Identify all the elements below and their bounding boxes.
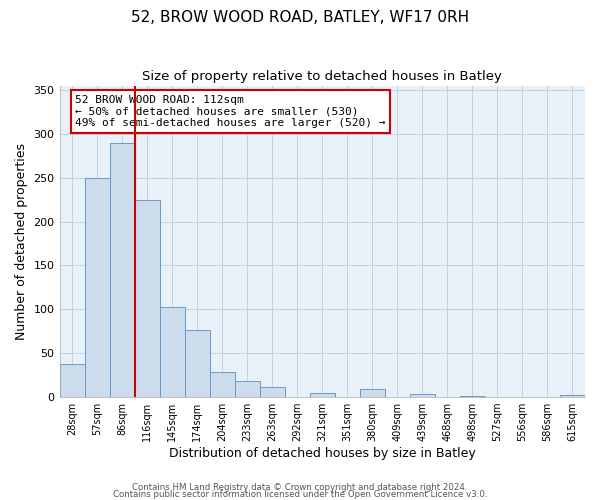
Text: 52 BROW WOOD ROAD: 112sqm
← 50% of detached houses are smaller (530)
49% of semi: 52 BROW WOOD ROAD: 112sqm ← 50% of detac… xyxy=(76,95,386,128)
Text: Contains HM Land Registry data © Crown copyright and database right 2024.: Contains HM Land Registry data © Crown c… xyxy=(132,484,468,492)
Text: Contains public sector information licensed under the Open Government Licence v3: Contains public sector information licen… xyxy=(113,490,487,499)
X-axis label: Distribution of detached houses by size in Batley: Distribution of detached houses by size … xyxy=(169,447,476,460)
Bar xyxy=(235,382,260,397)
Bar xyxy=(160,306,185,397)
Bar xyxy=(560,396,585,397)
Text: 52, BROW WOOD ROAD, BATLEY, WF17 0RH: 52, BROW WOOD ROAD, BATLEY, WF17 0RH xyxy=(131,10,469,25)
Bar xyxy=(110,142,134,397)
Bar xyxy=(310,392,335,397)
Bar xyxy=(410,394,435,397)
Bar xyxy=(85,178,110,397)
Bar xyxy=(360,389,385,397)
Y-axis label: Number of detached properties: Number of detached properties xyxy=(15,143,28,340)
Bar xyxy=(59,364,85,397)
Title: Size of property relative to detached houses in Batley: Size of property relative to detached ho… xyxy=(142,70,502,83)
Bar xyxy=(260,388,285,397)
Bar xyxy=(209,372,235,397)
Bar xyxy=(185,330,209,397)
Bar xyxy=(134,200,160,397)
Bar xyxy=(460,396,485,397)
